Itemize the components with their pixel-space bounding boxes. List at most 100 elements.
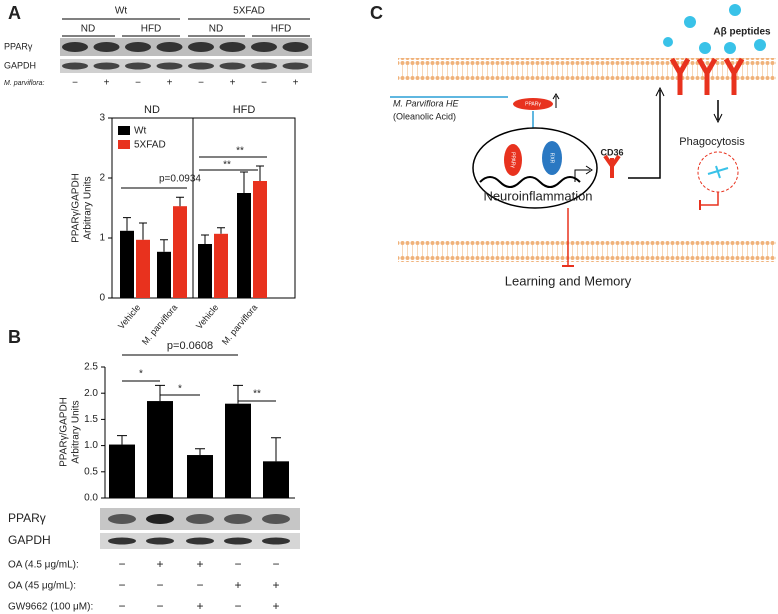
label: PPARγ (525, 101, 541, 107)
sign: + (167, 78, 173, 89)
error-bar (176, 196, 184, 207)
y-tick-label: 2.0 (84, 388, 98, 399)
sign: + (272, 599, 279, 613)
legend-swatch (118, 126, 130, 135)
legend-label: 5XFAD (134, 140, 166, 151)
row-label: GAPDH (8, 533, 51, 547)
row-label: PPARγ (4, 41, 33, 51)
band (125, 62, 151, 70)
label: Learning and Memory (505, 273, 632, 288)
y-tick-label: 1.0 (84, 440, 98, 451)
y-tick-label: 3 (99, 113, 105, 124)
x-tick-label: Vehicle (194, 302, 220, 331)
label: (Oleanolic Acid) (393, 111, 456, 121)
error-bar (217, 227, 225, 234)
sign: + (104, 78, 110, 89)
sign: − (118, 557, 125, 571)
sign: − (198, 78, 204, 89)
sign: − (135, 78, 141, 89)
error-bar (201, 234, 209, 244)
label: RXR (549, 153, 555, 164)
error-bar (123, 217, 131, 231)
y-tick-label: 2 (99, 173, 105, 184)
group-label: Wt (115, 6, 127, 17)
label: Neuroinflammation (483, 188, 592, 203)
bar (237, 193, 251, 298)
x-tick-label: Vehicle (116, 302, 142, 331)
annotation: ** (253, 389, 261, 400)
bar (253, 181, 267, 298)
band (251, 62, 277, 70)
sign: + (156, 557, 163, 571)
bar (157, 251, 171, 298)
annotation: p=0.0608 (167, 340, 213, 352)
band (262, 514, 290, 524)
band (108, 537, 136, 545)
y-axis-label: PPARγ/GAPDH (71, 173, 82, 243)
sign: − (118, 599, 125, 613)
diet-label: ND (81, 24, 95, 35)
legend-label: Wt (134, 126, 146, 137)
sign: − (156, 599, 163, 613)
band (282, 42, 309, 52)
y-tick-label: 1.5 (84, 414, 98, 425)
band (146, 514, 174, 524)
sign: − (196, 578, 203, 592)
error-bar (256, 165, 264, 181)
panel-letter: C (370, 3, 383, 23)
bar (225, 403, 251, 498)
bar (120, 230, 134, 298)
band (186, 537, 214, 545)
diagram (390, 4, 776, 267)
sign: + (230, 78, 236, 89)
band (219, 42, 246, 52)
error-bar (195, 448, 205, 456)
legend-swatch (118, 140, 130, 149)
label: PPARγ (510, 152, 516, 168)
diet-label: HFD (141, 24, 162, 35)
sign: − (118, 578, 125, 592)
band (188, 62, 214, 70)
sign: + (196, 557, 203, 571)
bar (187, 455, 213, 498)
y-tick-label: 0.0 (84, 493, 98, 504)
panel-letter: A (8, 3, 21, 23)
x-tick-label: M. parviflora (220, 302, 259, 346)
panel-letter: B (8, 327, 21, 347)
band (186, 514, 214, 524)
bar (109, 444, 135, 498)
y-tick-label: 0 (99, 293, 105, 304)
band (146, 537, 174, 545)
band (125, 42, 151, 52)
error-bar (160, 239, 168, 252)
row-label: PPARγ (8, 511, 46, 525)
bar (136, 239, 150, 298)
band (93, 42, 120, 52)
label: Phagocytosis (679, 136, 745, 148)
sign: − (272, 557, 279, 571)
error-bar (271, 437, 281, 462)
band (156, 42, 183, 52)
treatment-label: GW9662 (100 μM): (8, 602, 93, 613)
y-tick-label: 2.5 (84, 362, 98, 373)
bar (263, 461, 289, 498)
group-title: ND (144, 104, 160, 116)
group-label: 5XFAD (233, 6, 265, 17)
diet-label: HFD (271, 24, 292, 35)
treatment-label: OA (45 μg/mL): (8, 581, 76, 592)
error-bar (117, 435, 127, 445)
treatment-label: M. parviflora: (4, 80, 45, 87)
band (224, 514, 252, 524)
bar (198, 244, 212, 298)
y-tick-label: 1 (99, 233, 105, 244)
error-bar (155, 384, 165, 402)
error-bar (240, 171, 248, 193)
label: M. Parviflora HE (393, 98, 460, 108)
sign: + (293, 78, 299, 89)
band (262, 537, 290, 545)
y-tick-label: 0.5 (84, 466, 98, 477)
band (251, 42, 277, 52)
band (156, 62, 183, 70)
sign: + (234, 578, 241, 592)
